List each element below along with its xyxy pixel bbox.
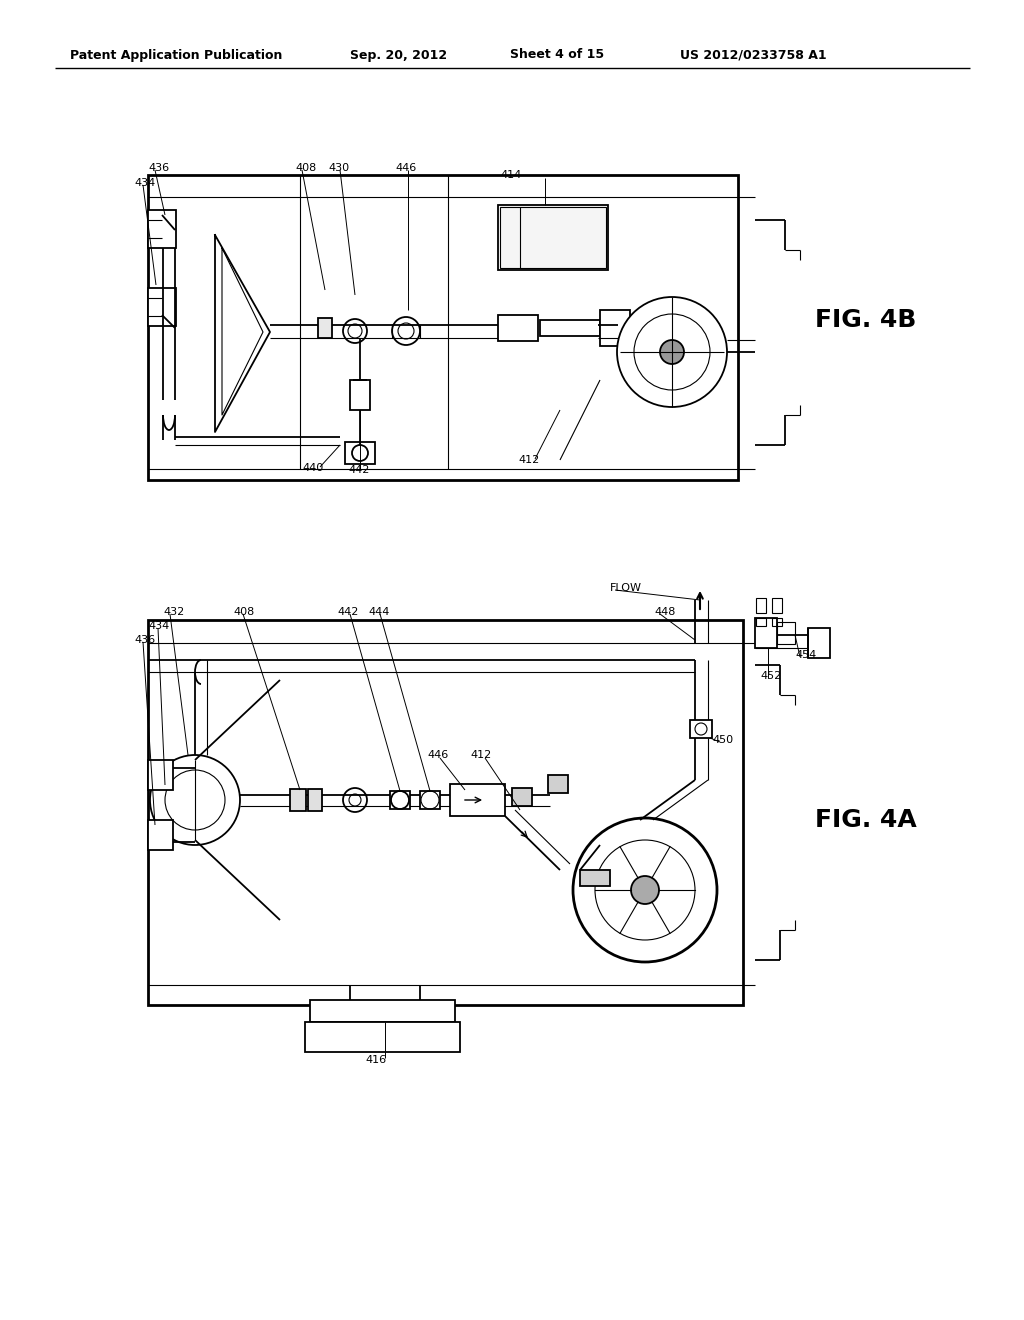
Text: 414: 414 (500, 170, 521, 180)
Bar (500, 207, 606, 268)
Bar (305, 1022, 460, 1052)
Text: 450: 450 (712, 735, 733, 744)
Bar (308, 789, 322, 810)
Bar (345, 442, 375, 465)
Bar (755, 618, 777, 648)
Bar (808, 628, 830, 657)
Bar (450, 784, 505, 816)
Text: 416: 416 (365, 1055, 386, 1065)
Text: 444: 444 (368, 607, 389, 616)
Bar (290, 789, 306, 810)
Bar (318, 318, 332, 338)
Bar (148, 210, 176, 248)
Text: FIG. 4B: FIG. 4B (815, 308, 916, 333)
Bar (148, 288, 176, 326)
Text: FLOW: FLOW (610, 583, 642, 593)
Bar (600, 310, 630, 346)
Bar (756, 598, 766, 612)
Bar (420, 791, 440, 809)
Bar (540, 319, 600, 337)
Bar (512, 788, 532, 807)
Circle shape (631, 876, 659, 904)
Text: 434: 434 (148, 620, 169, 631)
Bar (772, 598, 782, 612)
Text: 432: 432 (163, 607, 184, 616)
Circle shape (660, 341, 684, 364)
Text: Sheet 4 of 15: Sheet 4 of 15 (510, 49, 604, 62)
Text: 440: 440 (302, 463, 324, 473)
Bar (756, 618, 766, 626)
Bar (772, 618, 782, 626)
Text: 412: 412 (470, 750, 492, 760)
Bar (498, 205, 608, 271)
Text: 408: 408 (233, 607, 254, 616)
Bar (148, 176, 738, 480)
Text: 446: 446 (395, 162, 416, 173)
Bar (148, 820, 173, 850)
Text: Sep. 20, 2012: Sep. 20, 2012 (350, 49, 447, 62)
Bar (390, 791, 410, 809)
Bar (148, 620, 743, 1005)
Circle shape (573, 818, 717, 962)
Text: 448: 448 (654, 607, 676, 616)
Bar (310, 1001, 455, 1022)
Circle shape (150, 755, 240, 845)
Bar (498, 315, 538, 341)
Text: 446: 446 (427, 750, 449, 760)
Text: 408: 408 (295, 162, 316, 173)
Bar (690, 719, 712, 738)
Circle shape (617, 297, 727, 407)
Text: 434: 434 (134, 178, 156, 187)
Text: 436: 436 (148, 162, 169, 173)
Text: 442: 442 (348, 465, 370, 475)
Text: 430: 430 (328, 162, 349, 173)
Text: 442: 442 (337, 607, 358, 616)
Text: FIG. 4A: FIG. 4A (815, 808, 916, 832)
Text: 436: 436 (134, 635, 155, 645)
Text: 454: 454 (795, 649, 816, 660)
Text: US 2012/0233758 A1: US 2012/0233758 A1 (680, 49, 826, 62)
Text: 452: 452 (760, 671, 781, 681)
Bar (148, 760, 173, 789)
Bar (580, 870, 610, 886)
Text: Patent Application Publication: Patent Application Publication (70, 49, 283, 62)
Bar (777, 622, 795, 644)
Bar (350, 380, 370, 411)
Bar (548, 775, 568, 793)
Text: 412: 412 (518, 455, 540, 465)
